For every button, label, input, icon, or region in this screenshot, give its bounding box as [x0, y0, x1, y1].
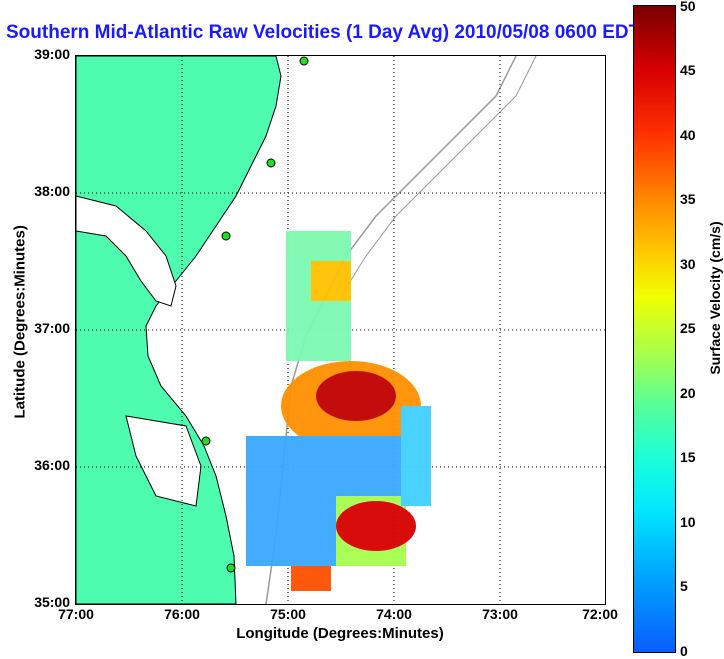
- station-marker: [226, 563, 236, 573]
- station-marker: [221, 231, 231, 241]
- x-tick-label: 77:00: [58, 606, 94, 622]
- y-tick-label: 36:00: [34, 457, 70, 473]
- colorbar-tick: 20: [680, 385, 696, 401]
- colorbar-tick: 5: [680, 578, 688, 594]
- colorbar-tick: 30: [680, 256, 696, 272]
- y-tick-label: 35:00: [34, 594, 70, 610]
- colorbar-tick: 35: [680, 191, 696, 207]
- colorbar-tick: 50: [680, 0, 696, 14]
- station-marker: [266, 158, 276, 168]
- colorbar-tick: 25: [680, 320, 696, 336]
- y-tick-label: 39:00: [34, 46, 70, 62]
- x-tick-label: 75:00: [270, 606, 306, 622]
- x-tick-label: 72:00: [582, 606, 618, 622]
- y-tick-label: 38:00: [34, 183, 70, 199]
- colorbar-label: Surface Velocity (cm/s): [707, 221, 723, 375]
- colorbar-tick: 10: [680, 514, 696, 530]
- x-tick-label: 73:00: [482, 606, 518, 622]
- bathymetry-contour-2: [340, 56, 537, 297]
- sound: [125, 415, 202, 507]
- velocity-field: [246, 231, 431, 591]
- y-axis-label: Latitude (Degrees:Minutes): [11, 225, 29, 419]
- colorbar-tick: 40: [680, 127, 696, 143]
- chart-title: Southern Mid-Atlantic Raw Velocities (1 …: [6, 22, 641, 43]
- colorbar-tick: 15: [680, 449, 696, 465]
- land-mass: [76, 56, 282, 604]
- y-tick-label: 37:00: [34, 320, 70, 336]
- colorbar: [633, 5, 676, 653]
- x-tick-label: 74:00: [376, 606, 412, 622]
- x-tick-label: 76:00: [164, 606, 200, 622]
- x-axis-label: Longitude (Degrees:Minutes): [236, 625, 444, 642]
- station-marker: [201, 436, 211, 446]
- colorbar-tick: 45: [680, 62, 696, 78]
- map-plot[interactable]: [75, 55, 606, 605]
- bay: [76, 195, 177, 307]
- station-marker: [299, 56, 309, 66]
- colorbar-tick: 0: [680, 643, 688, 659]
